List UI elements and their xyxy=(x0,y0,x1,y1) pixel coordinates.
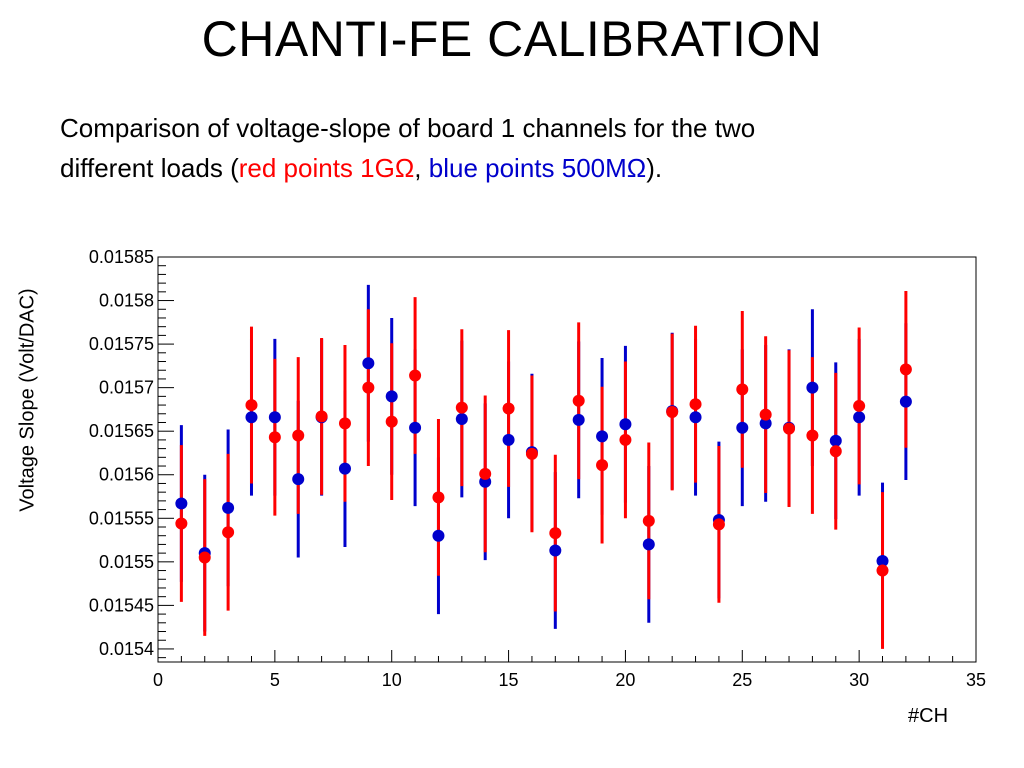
blue-data-point xyxy=(338,462,351,475)
x-tick-label: 20 xyxy=(615,670,635,690)
red-data-point xyxy=(829,445,842,458)
blue-data-point xyxy=(853,411,866,424)
red-data-point xyxy=(759,408,772,421)
subtitle-line2-suffix: ). xyxy=(646,153,663,183)
blue-data-point xyxy=(268,411,281,424)
red-data-point xyxy=(385,415,398,428)
y-tick-label: 0.01545 xyxy=(89,595,154,615)
blue-data-point xyxy=(432,529,445,542)
y-tick-label: 0.01575 xyxy=(89,334,154,354)
blue-data-point xyxy=(409,421,422,434)
blue-data-point xyxy=(292,473,305,486)
y-tick-label: 0.01555 xyxy=(89,508,154,528)
y-tick-label: 0.0156 xyxy=(99,465,154,485)
blue-data-point xyxy=(385,390,398,403)
red-data-point xyxy=(315,410,328,423)
red-data-point xyxy=(198,551,211,564)
red-data-point xyxy=(502,402,515,415)
red-data-point xyxy=(222,526,235,539)
y-tick-label: 0.01585 xyxy=(89,247,154,267)
blue-data-point xyxy=(572,413,585,426)
slide-subtitle: Comparison of voltage-slope of board 1 c… xyxy=(60,108,960,188)
blue-data-point xyxy=(829,434,842,447)
subtitle-line1: Comparison of voltage-slope of board 1 c… xyxy=(60,113,756,143)
y-tick-label: 0.01565 xyxy=(89,421,154,441)
blue-data-point xyxy=(175,497,188,510)
y-tick-label: 0.0157 xyxy=(99,378,154,398)
blue-data-point xyxy=(899,395,912,408)
x-tick-label: 30 xyxy=(849,670,869,690)
red-data-point xyxy=(596,459,609,472)
blue-data-point xyxy=(596,430,609,443)
blue-data-point xyxy=(759,417,772,430)
x-tick-label: 10 xyxy=(382,670,402,690)
blue-data-point xyxy=(642,538,655,551)
red-data-point xyxy=(245,399,258,412)
red-data-point xyxy=(572,394,585,407)
blue-data-point xyxy=(806,381,819,394)
red-series-label: red points 1GΩ xyxy=(238,153,415,183)
subtitle-line2-prefix: different loads ( xyxy=(60,153,239,183)
blue-data-point xyxy=(362,357,375,370)
red-data-point xyxy=(783,422,796,435)
red-data-point xyxy=(619,433,632,446)
red-data-point xyxy=(853,399,866,412)
red-data-point xyxy=(479,467,492,480)
blue-series-label: blue points 500MΩ xyxy=(428,153,647,183)
x-tick-label: 5 xyxy=(270,670,280,690)
error-bars xyxy=(179,284,908,649)
axes: 0 5 10 15 20 25 30 35 0.0154 0.01545 0.0155 0.01555… xyxy=(89,247,986,690)
x-tick-label: 25 xyxy=(732,670,752,690)
blue-data-point xyxy=(689,411,702,424)
red-data-point xyxy=(409,369,422,382)
blue-data-point xyxy=(222,501,235,514)
red-data-point xyxy=(432,491,445,504)
red-data-point xyxy=(712,518,725,531)
y-axis-label: Voltage Slope (Volt/DAC) xyxy=(16,288,39,512)
blue-data-point xyxy=(619,418,632,431)
x-tick-label: 15 xyxy=(499,670,519,690)
red-data-point xyxy=(876,564,889,577)
red-data-point xyxy=(175,517,188,530)
y-tick-label: 0.0155 xyxy=(99,552,154,572)
red-data-point xyxy=(525,447,538,460)
red-data-point xyxy=(666,406,679,419)
data-points xyxy=(175,357,912,577)
red-data-point xyxy=(362,381,375,394)
red-data-point xyxy=(455,401,468,414)
subtitle-comma: , xyxy=(414,153,422,183)
blue-data-point xyxy=(876,554,889,567)
red-data-point xyxy=(736,383,749,396)
y-tick-label: 0.0158 xyxy=(99,291,154,311)
x-axis-label: #CH xyxy=(908,705,949,727)
blue-data-point xyxy=(245,411,258,424)
red-data-point xyxy=(806,429,819,442)
blue-data-point xyxy=(736,421,749,434)
red-data-point xyxy=(292,429,305,442)
red-data-point xyxy=(338,417,351,430)
blue-data-point xyxy=(455,413,468,425)
red-data-point xyxy=(689,398,702,411)
slide-title: CHANTI-FE CALIBRATION xyxy=(201,11,823,67)
red-data-point xyxy=(549,527,562,540)
x-tick-label: 35 xyxy=(966,670,986,690)
plot-frame xyxy=(157,256,977,663)
red-data-point xyxy=(268,431,281,444)
x-tick-label: 0 xyxy=(153,670,163,690)
red-data-point xyxy=(642,514,655,527)
y-tick-label: 0.0154 xyxy=(99,639,154,659)
blue-data-point xyxy=(502,433,515,446)
blue-data-point xyxy=(549,544,562,557)
red-data-point xyxy=(899,363,912,376)
